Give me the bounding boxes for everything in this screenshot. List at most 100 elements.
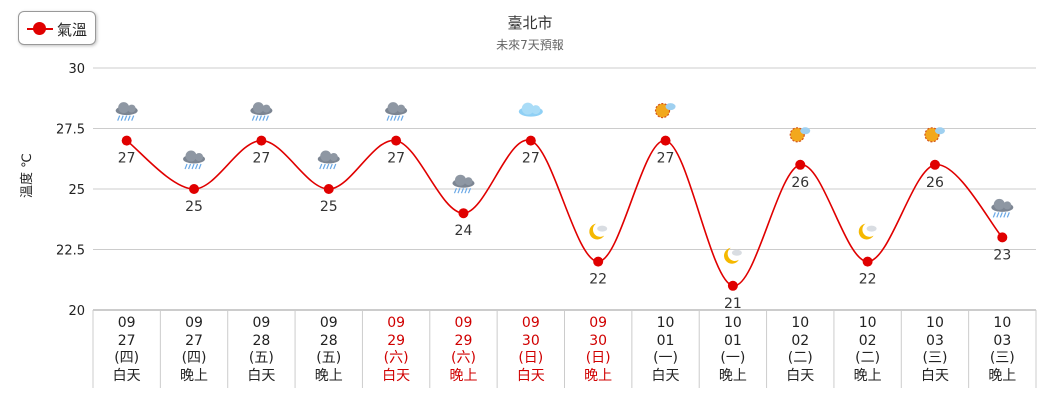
x-tick-weekday: (二) [855,350,880,366]
data-point [323,184,334,194]
x-tick-month: 10 [791,315,809,331]
x-tick-weekday: (五) [249,350,274,366]
x-tick-day: 30 [522,333,540,349]
rain-cloud-icon [385,102,408,121]
x-tick-weekday: (二) [788,350,813,366]
data-point [862,256,873,267]
sun-cloud-icon [654,102,676,119]
x-tick-day: 29 [387,333,405,349]
x-tick-month: 10 [724,315,742,331]
data-label: 26 [926,175,944,191]
x-tick-month: 09 [522,315,540,331]
x-tick-month: 09 [320,315,338,331]
cloudy-icon [518,102,543,117]
x-tick-period: 晚上 [988,368,1016,384]
x-tick-period: 晚上 [180,368,208,384]
y-tick-label: 22.5 [56,244,85,259]
x-tick-month: 10 [993,315,1011,331]
x-tick-weekday: (六) [384,350,409,366]
data-point [189,184,200,194]
x-tick-period: 白天 [382,368,410,384]
legend[interactable]: 氣溫 [18,11,96,45]
x-tick-weekday: (日) [518,350,543,366]
legend-label: 氣溫 [57,21,88,39]
x-tick-weekday: (三) [922,350,947,366]
x-tick-day: 03 [926,333,944,349]
x-tick-period: 白天 [517,368,545,384]
x-tick-weekday: (一) [653,350,678,366]
x-tick-month: 09 [455,315,473,331]
data-point [391,135,402,146]
rain-cloud-icon [250,102,273,121]
x-tick-day: 03 [993,333,1011,349]
chart-subtitle: 未來7天預報 [496,38,564,52]
x-tick-month: 09 [589,315,607,331]
rain-cloud-icon [991,198,1014,218]
x-tick-month: 10 [859,315,877,331]
x-tick-day: 01 [724,333,742,349]
data-point [256,135,267,146]
data-label: 23 [993,247,1011,263]
x-tick-day: 02 [791,333,809,349]
y-axis-label: 溫度 ℃ [20,153,35,198]
y-tick-label: 25 [68,183,85,198]
x-tick-weekday: (四) [182,350,207,366]
data-point [593,256,604,267]
data-label: 22 [589,272,607,288]
data-label: 21 [724,296,742,312]
sun-cloud-icon [789,127,811,143]
data-point [997,232,1008,243]
data-point [525,135,536,146]
moon-cloud-icon [589,223,608,240]
data-label: 25 [185,199,203,215]
data-point [727,280,738,291]
y-tick-label: 30 [68,62,85,77]
x-tick-day: 30 [589,333,607,349]
x-tick-weekday: (日) [586,350,611,366]
rain-cloud-icon [115,102,138,121]
data-label: 25 [320,199,338,215]
x-tick-period: 白天 [247,368,275,384]
data-point [795,159,806,170]
x-tick-period: 晚上 [315,368,343,384]
data-label: 27 [657,151,675,167]
rain-cloud-icon [452,174,475,194]
x-tick-weekday: (三) [990,350,1015,366]
data-point [929,159,940,170]
x-tick-weekday: (五) [316,350,341,366]
chart-title: 臺北市 [507,14,553,32]
x-tick-day: 28 [320,333,338,349]
x-tick-period: 晚上 [584,368,612,384]
rain-cloud-icon [183,150,206,170]
data-label: 26 [791,175,809,191]
sun-cloud-icon [924,127,945,143]
x-tick-month: 09 [387,315,405,331]
data-label: 24 [455,223,473,239]
moon-cloud-icon [858,223,877,240]
rain-cloud-icon [317,150,340,170]
x-tick-weekday: (四) [114,350,139,366]
y-tick-label: 27.5 [56,123,85,138]
x-tick-day: 29 [455,333,473,349]
data-point [660,135,671,146]
x-tick-period: 白天 [113,368,141,384]
y-tick-label: 20 [68,304,85,319]
moon-cloud-icon [724,247,742,264]
x-tick-period: 晚上 [449,368,477,384]
data-label: 27 [522,151,540,167]
data-label: 22 [859,272,877,288]
x-tick-weekday: (一) [720,350,745,366]
x-tick-weekday: (六) [451,350,476,366]
data-point [458,208,469,219]
x-tick-month: 09 [185,315,203,331]
x-tick-period: 白天 [652,368,680,384]
x-tick-day: 27 [118,333,136,349]
data-label: 27 [252,151,270,167]
x-tick-month: 10 [657,315,675,331]
x-tick-period: 白天 [786,368,814,384]
x-tick-period: 晚上 [719,368,747,384]
x-tick-period: 白天 [921,368,949,384]
data-label: 27 [118,151,136,167]
data-label: 27 [387,151,405,167]
